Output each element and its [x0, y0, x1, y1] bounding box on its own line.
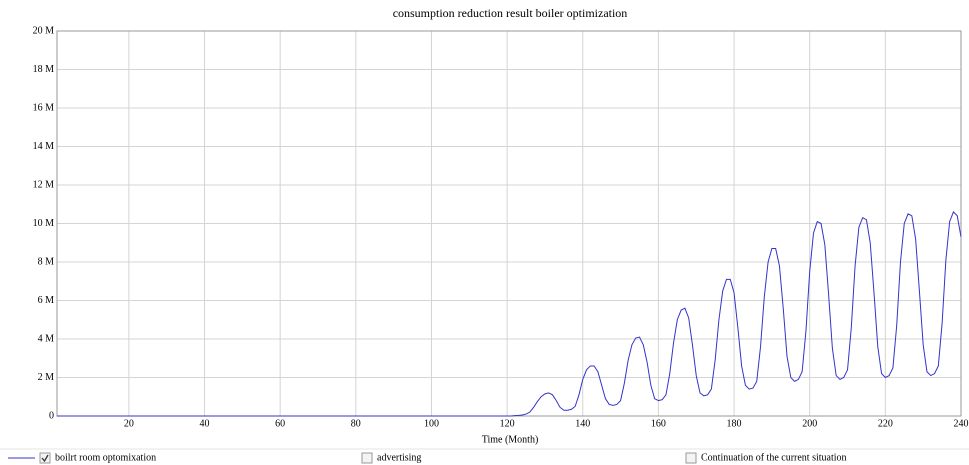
x-tick-label: 80	[351, 418, 361, 429]
y-tick-label: 10 M	[33, 218, 55, 229]
y-tick-label: 8 M	[38, 256, 55, 267]
legend-label: Continuation of the current situation	[701, 452, 847, 463]
legend-checkbox[interactable]	[39, 452, 51, 464]
y-tick-label: 16 M	[33, 102, 55, 113]
y-tick-label: 6 M	[38, 295, 55, 306]
legend-label: advertising	[377, 452, 421, 463]
x-tick-label: 40	[200, 418, 210, 429]
chart-title: consumption reduction result boiler opti…	[393, 6, 628, 20]
x-tick-label: 240	[954, 418, 969, 429]
x-tick-label: 180	[727, 418, 742, 429]
x-tick-label: 100	[424, 418, 439, 429]
x-axis-label: Time (Month)	[482, 434, 539, 445]
y-tick-label: 4 M	[38, 333, 55, 344]
y-tick-label: 14 M	[33, 141, 55, 152]
x-tick-label: 120	[500, 418, 515, 429]
legend-checkbox[interactable]	[361, 452, 373, 464]
x-tick-label: 220	[878, 418, 893, 429]
y-tick-label: 2 M	[38, 372, 55, 383]
checkmark	[41, 454, 49, 463]
x-tick-label: 200	[802, 418, 817, 429]
y-tick-label: 18 M	[33, 64, 55, 75]
y-tick-label: 0	[49, 410, 54, 421]
x-tick-label: 60	[275, 418, 285, 429]
x-tick-label: 160	[651, 418, 666, 429]
data-line	[57, 211, 962, 417]
y-tick-label: 20 M	[33, 25, 55, 36]
legend-checkbox[interactable]	[685, 452, 697, 464]
x-tick-label: 20	[124, 418, 134, 429]
legend-label: boilrt room optomixation	[55, 452, 156, 463]
y-tick-label: 12 M	[33, 179, 55, 190]
x-tick-label: 140	[575, 418, 590, 429]
